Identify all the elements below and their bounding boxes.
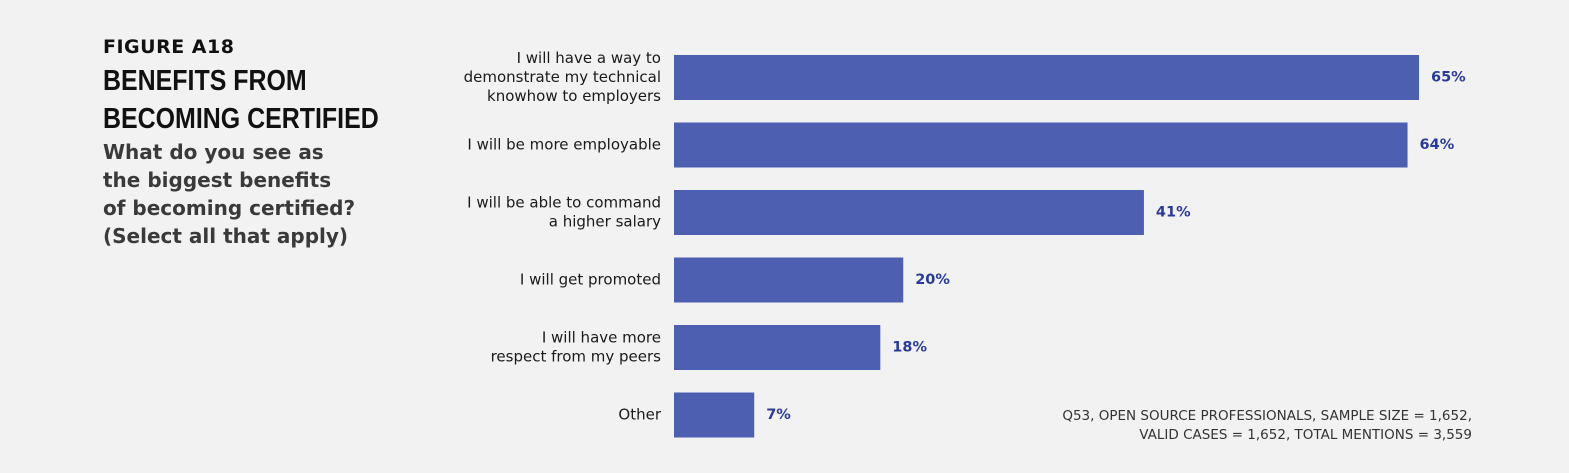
value-label-2: 41% <box>1156 205 1191 221</box>
bar-1 <box>674 122 1408 168</box>
category-label-1: I will be more employable <box>467 136 661 154</box>
category-label-0: I will have a way to demonstrate my techn… <box>464 49 662 105</box>
chart-heading: FIGURE A18 BENEFITS FROM BECOMING CERTIF… <box>103 36 423 250</box>
value-label-4: 18% <box>892 340 927 356</box>
bar-3 <box>674 257 904 303</box>
value-label-3: 20% <box>915 272 950 288</box>
bar-0 <box>674 55 1419 100</box>
category-label-5: Other <box>618 406 661 424</box>
chart-title: BENEFITS FROM BECOMING CERTIFIED <box>103 65 379 135</box>
category-label-3: I will get promoted <box>520 271 661 289</box>
bar-5 <box>674 392 755 438</box>
value-label-0: 65% <box>1431 70 1466 86</box>
value-label-1: 64% <box>1420 137 1455 153</box>
value-label-5: 7% <box>766 407 791 423</box>
bar-2 <box>674 190 1144 235</box>
footnote-line-1: Q53, OPEN SOURCE PROFESSIONALS, SAMPLE S… <box>1062 408 1472 424</box>
category-label-4: I will have more respect from my peers <box>491 329 662 366</box>
footnote-line-2: VALID CASES = 1,652, TOTAL MENTIONS = 3,… <box>1139 427 1472 443</box>
source-footnote: Q53, OPEN SOURCE PROFESSIONALS, SAMPLE S… <box>1062 407 1472 445</box>
bar-4 <box>674 325 881 370</box>
chart-subtitle: What do you see as the biggest benefits … <box>103 140 356 248</box>
category-label-2: I will be able to command a higher salary <box>467 194 661 231</box>
figure-label: FIGURE A18 <box>103 36 235 58</box>
